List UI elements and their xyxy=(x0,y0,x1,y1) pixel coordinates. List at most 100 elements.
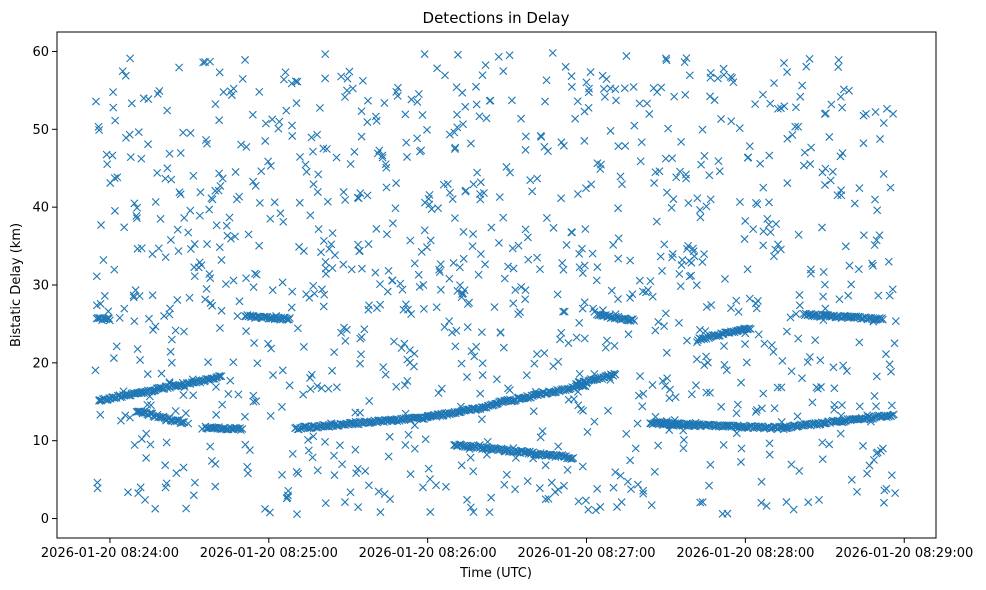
clutter-point xyxy=(713,74,722,83)
clutter-point xyxy=(808,398,817,407)
clutter-point xyxy=(374,487,383,496)
clutter-point xyxy=(381,160,390,169)
clutter-point xyxy=(593,263,602,272)
clutter-point xyxy=(382,230,391,239)
clutter-point xyxy=(451,143,460,152)
clutter-point xyxy=(453,123,462,132)
clutter-point xyxy=(504,262,513,271)
clutter-point xyxy=(782,498,791,507)
clutter-point xyxy=(137,154,146,163)
clutter-point xyxy=(524,255,533,264)
x-tick-label: 2026-01-20 08:26:00 xyxy=(359,546,497,561)
clutter-point xyxy=(735,124,744,133)
clutter-point xyxy=(676,282,685,291)
clutter-point xyxy=(526,176,535,185)
clutter-point xyxy=(635,99,644,108)
clutter-point xyxy=(682,54,691,63)
clutter-point xyxy=(451,342,460,351)
clutter-point xyxy=(820,280,829,289)
clutter-point xyxy=(215,324,224,333)
clutter-point xyxy=(645,110,654,119)
clutter-point xyxy=(261,504,269,513)
clutter-point xyxy=(229,358,238,367)
clutter-point xyxy=(215,116,224,125)
track-point xyxy=(689,422,698,431)
clutter-point xyxy=(238,74,247,83)
track-point xyxy=(366,418,375,427)
clutter-point xyxy=(574,497,583,506)
clutter-point xyxy=(508,244,517,253)
clutter-point xyxy=(461,102,470,111)
clutter-point xyxy=(743,153,752,162)
clutter-point xyxy=(308,147,317,156)
clutter-point xyxy=(658,266,667,275)
clutter-point xyxy=(279,217,288,226)
data-markers xyxy=(91,48,900,519)
clutter-point xyxy=(392,179,401,188)
clutter-point xyxy=(559,307,568,316)
clutter-point xyxy=(363,118,372,127)
clutter-point xyxy=(396,279,405,288)
clutter-point xyxy=(400,339,409,348)
track-point xyxy=(105,316,114,325)
clutter-point xyxy=(844,86,853,95)
clutter-point xyxy=(353,193,362,202)
track-point xyxy=(148,386,157,395)
track-point xyxy=(667,421,676,430)
clutter-point xyxy=(357,264,366,273)
clutter-point xyxy=(153,89,162,98)
clutter-point xyxy=(184,228,193,237)
clutter-point xyxy=(697,160,706,169)
clutter-point xyxy=(621,141,630,150)
clutter-point xyxy=(578,269,587,278)
clutter-point xyxy=(557,328,566,337)
clutter-point xyxy=(818,223,827,232)
clutter-point xyxy=(494,52,503,61)
clutter-point xyxy=(865,461,874,470)
clutter-point xyxy=(791,103,800,112)
clutter-point xyxy=(794,122,803,131)
clutter-point xyxy=(320,290,329,299)
clutter-point xyxy=(648,380,657,389)
clutter-point xyxy=(596,165,605,174)
clutter-point xyxy=(405,346,414,355)
clutter-point xyxy=(616,471,625,480)
clutter-point xyxy=(876,135,885,144)
clutter-point xyxy=(734,307,743,316)
clutter-point xyxy=(287,303,296,312)
clutter-point xyxy=(669,195,678,204)
clutter-point xyxy=(313,466,322,475)
clutter-point xyxy=(355,247,364,256)
y-tick-label: 40 xyxy=(32,201,49,216)
clutter-point xyxy=(95,126,104,135)
clutter-point xyxy=(863,469,872,478)
clutter-point xyxy=(313,187,322,196)
clutter-point xyxy=(459,120,467,129)
clutter-point xyxy=(870,392,879,401)
clutter-point xyxy=(184,419,193,428)
clutter-point xyxy=(559,481,568,490)
clutter-point xyxy=(154,244,163,253)
track-point xyxy=(96,396,105,405)
clutter-point xyxy=(556,335,564,344)
clutter-point xyxy=(735,198,744,206)
clutter-point xyxy=(167,358,176,367)
clutter-point xyxy=(521,295,530,304)
clutter-point xyxy=(157,369,166,378)
clutter-point xyxy=(793,412,802,421)
clutter-point xyxy=(317,285,326,294)
clutter-point xyxy=(302,167,311,176)
clutter-point xyxy=(732,429,741,438)
clutter-point xyxy=(475,112,484,121)
clutter-point xyxy=(837,401,846,410)
clutter-point xyxy=(130,317,139,326)
clutter-point xyxy=(450,214,459,223)
clutter-point xyxy=(186,245,195,254)
clutter-point xyxy=(758,90,767,99)
clutter-point xyxy=(818,438,827,447)
clutter-point xyxy=(800,148,809,157)
clutter-point xyxy=(268,115,277,124)
clutter-point xyxy=(241,55,250,64)
clutter-point xyxy=(310,289,319,298)
clutter-point xyxy=(811,336,820,345)
